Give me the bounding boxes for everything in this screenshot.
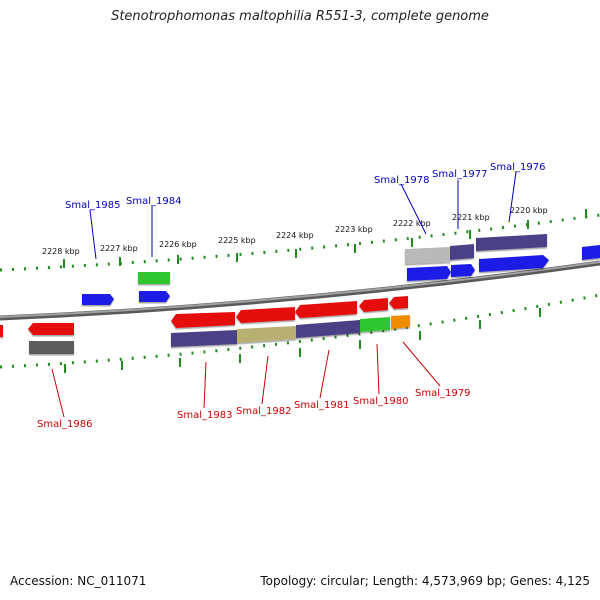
gene-arrow[interactable] xyxy=(295,301,357,318)
gene-label[interactable]: Smal_1980 xyxy=(353,396,408,407)
gene-box[interactable] xyxy=(296,320,360,338)
gene-label[interactable]: Smal_1986 xyxy=(37,419,92,430)
gene-label[interactable]: Smal_1976 xyxy=(490,162,545,173)
gene-label[interactable]: Smal_1978 xyxy=(374,175,429,186)
gene-arrow[interactable] xyxy=(236,307,295,323)
reverse-gene-labels: Smal_1986 Smal_1983 Smal_1982 Smal_1981 … xyxy=(37,388,470,430)
gene-box[interactable] xyxy=(450,244,474,260)
gene-label[interactable]: Smal_1981 xyxy=(294,400,349,411)
forward-strand-genes xyxy=(82,234,600,305)
gene-label[interactable]: Smal_1985 xyxy=(65,200,120,211)
gene-arrow[interactable] xyxy=(82,294,114,305)
gene-arrow[interactable] xyxy=(451,264,475,277)
gene-arrow[interactable] xyxy=(28,323,74,335)
gene-box[interactable] xyxy=(29,341,74,354)
genome-summary-text: Topology: circular; Length: 4,573,969 bp… xyxy=(260,574,590,588)
kbp-label: 2227 kbp xyxy=(100,244,138,253)
outer-tick-track xyxy=(0,213,600,272)
gene-arrow[interactable] xyxy=(582,245,600,260)
gene-box[interactable] xyxy=(171,330,237,347)
kbp-label: 2222 kbp xyxy=(393,219,431,228)
gene-arrow[interactable] xyxy=(359,298,388,312)
gene-arrow[interactable] xyxy=(139,291,170,302)
gene-box[interactable] xyxy=(237,326,296,343)
gene-label[interactable]: Smal_1977 xyxy=(432,169,487,180)
gene-label[interactable]: Smal_1983 xyxy=(177,410,232,421)
kbp-label: 2226 kbp xyxy=(159,240,197,249)
gene-arrow[interactable] xyxy=(389,296,408,309)
kbp-labels: 2228 kbp 2227 kbp 2226 kbp 2225 kbp 2224… xyxy=(42,206,548,256)
gene-label[interactable]: Smal_1984 xyxy=(126,196,181,207)
gene-arrow[interactable] xyxy=(479,255,549,272)
accession-text: Accession: NC_011071 xyxy=(10,574,147,588)
kbp-label: 2228 kbp xyxy=(42,247,80,256)
leader-lines xyxy=(51,171,517,418)
gene-box[interactable] xyxy=(138,272,170,284)
map-title: Stenotrophomonas maltophilia R551-3, com… xyxy=(111,9,489,24)
gene-box[interactable] xyxy=(476,234,547,251)
gene-arrow[interactable] xyxy=(407,266,451,281)
outer-major-ticks xyxy=(63,209,587,268)
kbp-label: 2220 kbp xyxy=(510,206,548,215)
gene-box[interactable] xyxy=(405,247,450,264)
gene-label[interactable]: Smal_1982 xyxy=(236,406,291,417)
gene-box[interactable] xyxy=(391,315,410,329)
gene-box[interactable] xyxy=(360,317,390,332)
reverse-strand-genes xyxy=(0,296,410,354)
inner-tick-track xyxy=(0,293,600,369)
gene-arrow[interactable] xyxy=(0,325,3,337)
forward-gene-labels: Smal_1985 Smal_1984 Smal_1978 Smal_1977 … xyxy=(65,162,545,211)
gene-label[interactable]: Smal_1979 xyxy=(415,388,470,399)
kbp-label: 2221 kbp xyxy=(452,213,490,222)
kbp-label: 2225 kbp xyxy=(218,236,256,245)
kbp-label: 2223 kbp xyxy=(335,225,373,234)
kbp-label: 2224 kbp xyxy=(276,231,314,240)
inner-major-ticks xyxy=(64,308,541,373)
gene-arrow[interactable] xyxy=(171,312,235,328)
